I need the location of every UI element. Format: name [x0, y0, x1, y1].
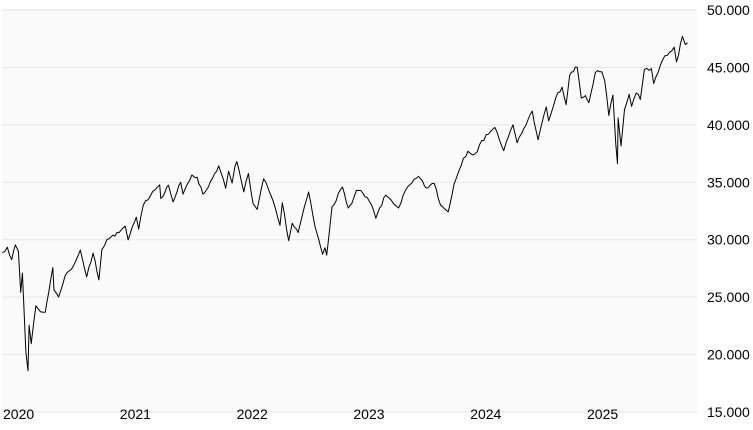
x-axis-tick-label: 2023 — [353, 406, 384, 422]
y-axis-tick-label: 45.000 — [707, 59, 750, 75]
x-axis-tick-label: 2025 — [587, 406, 618, 422]
y-axis-labels: 50.000 45.000 40.000 35.000 30.000 25.000 20.0… — [707, 2, 750, 420]
y-axis-tick-label: 40.000 — [707, 117, 750, 133]
y-axis-tick-label: 25.000 — [707, 289, 750, 305]
y-axis-tick-label: 20.000 — [707, 347, 750, 363]
y-axis-tick-label: 30.000 — [707, 232, 750, 248]
y-axis-tick-label: 50.000 — [707, 2, 750, 18]
x-axis-tick-label: 2022 — [237, 406, 268, 422]
x-axis-tick-label: 2024 — [470, 406, 501, 422]
plot-area[interactable] — [2, 10, 697, 412]
price-line-series — [2, 35, 688, 372]
gridlines — [2, 9, 697, 413]
x-axis-tick-label: 2021 — [120, 406, 151, 422]
y-axis-tick-label: 35.000 — [707, 174, 750, 190]
x-axis-tick-label: 2020 — [3, 406, 34, 422]
x-axis-labels: 2020 2021 2022 2023 2024 2025 — [3, 406, 618, 422]
y-axis-tick-label: 15.000 — [707, 404, 750, 420]
